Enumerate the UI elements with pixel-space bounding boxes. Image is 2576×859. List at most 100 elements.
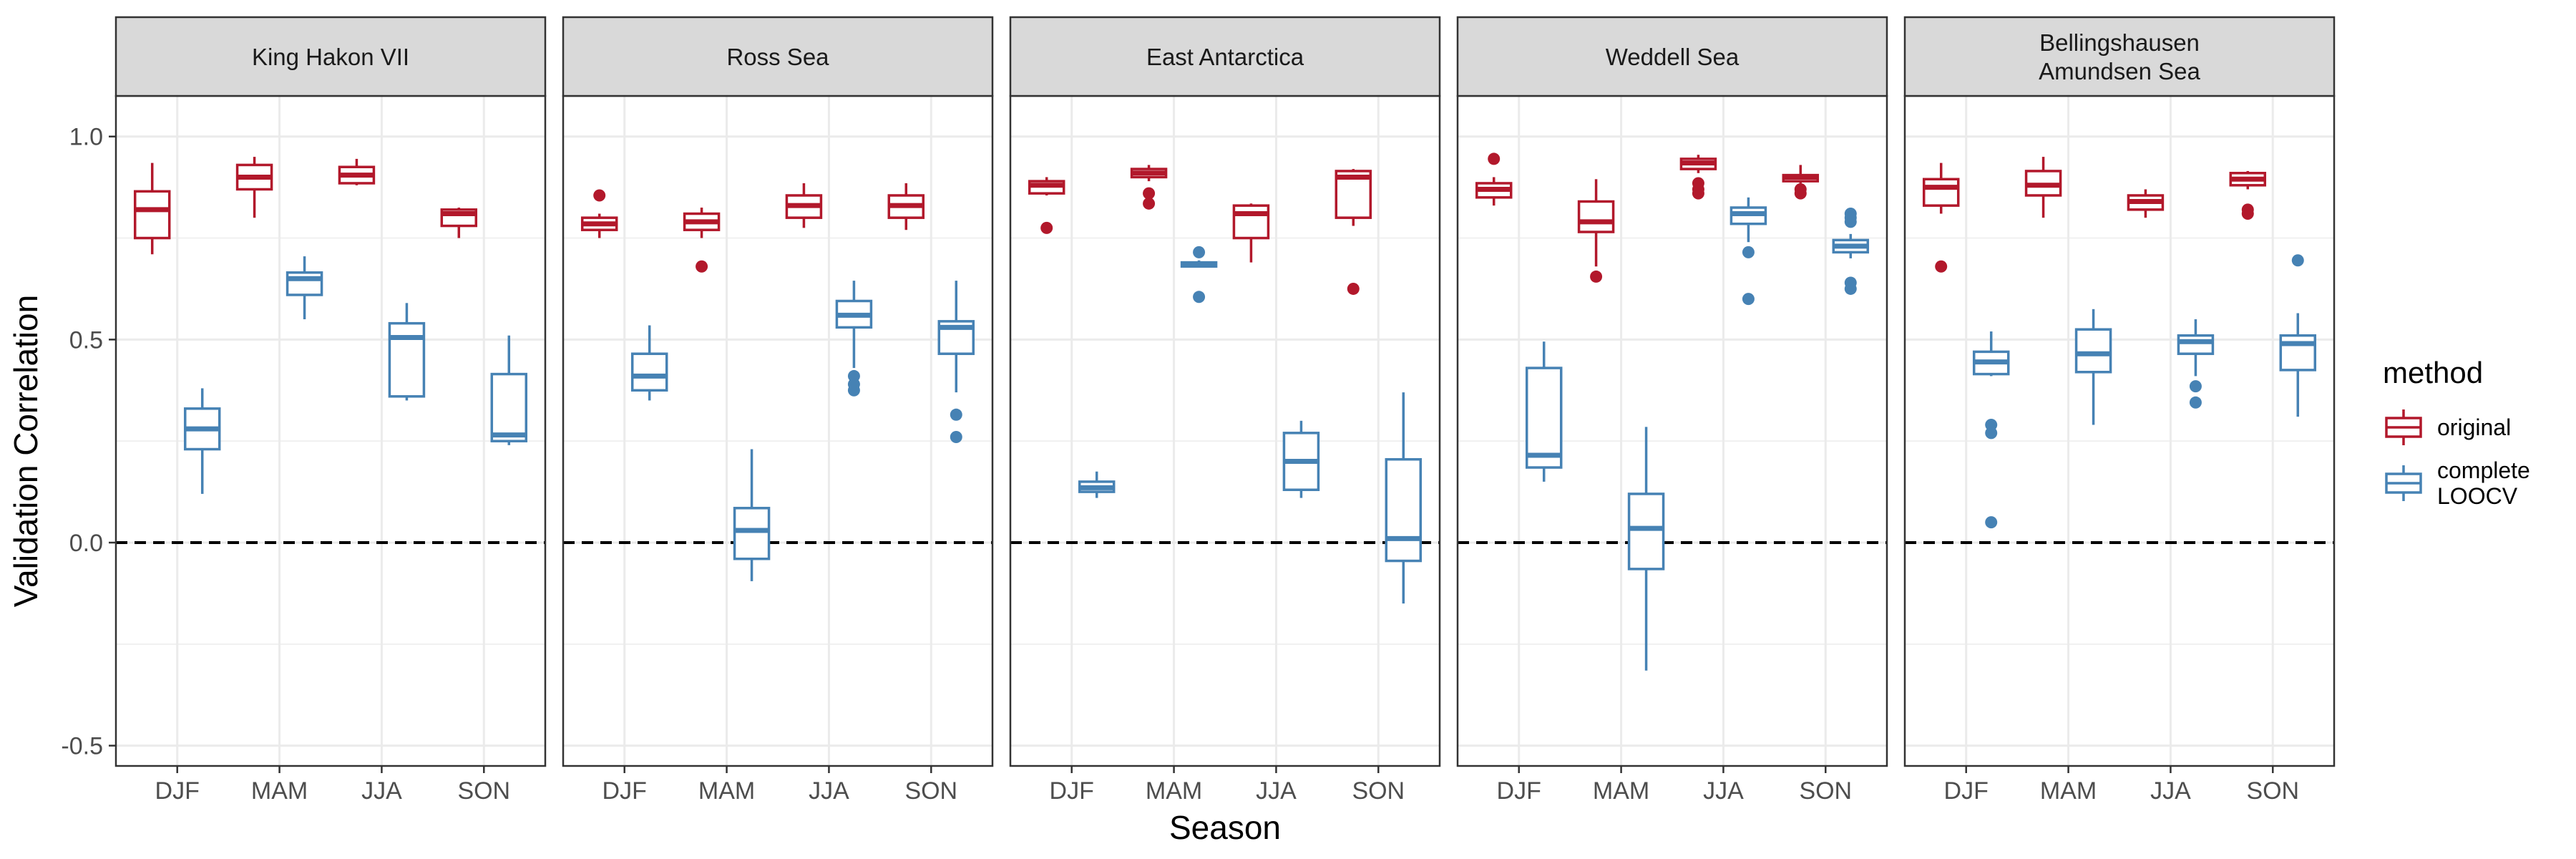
box-original [580,189,618,238]
outlier-point [1193,291,1206,304]
x-tick-label: JJA [2150,777,2191,805]
box-original [1475,152,1513,206]
facet-panel: East Antarctica DJF MAM JJA SON [1009,16,1441,805]
box-body [1385,457,1423,563]
box-loocv [1972,331,2010,529]
legend-key [2385,465,2422,501]
box-original [1679,155,1717,200]
box-original [1130,165,1168,210]
facet-panel: King Hakon VII DJF MAM JJA SON -0.5 0.0 0.5 1.0 [61,16,547,805]
facet-strip [562,16,994,97]
outlier-point [1193,246,1206,258]
facet-strip [1903,16,2336,97]
outlier-point [1040,221,1053,234]
facet-strip [1456,16,1888,97]
box-body [490,372,528,442]
outlier-point [1985,427,1998,440]
box-original [1335,169,1372,295]
x-tick-label: MAM [251,777,308,805]
x-tick-label: DJF [602,777,647,805]
outlier-point [950,408,962,421]
box-original [338,158,376,185]
box-original [440,208,478,238]
box-original [1028,177,1065,234]
box-loocv [1525,341,1563,482]
box-loocv [1282,420,1320,498]
box-original [2229,170,2267,220]
x-tick-label: SON [1799,777,1852,805]
box-loocv [2279,254,2317,417]
box-original [235,157,273,218]
x-tick-label: MAM [1593,777,1649,805]
facet-title: Amundsen Sea [2039,58,2200,84]
facet-panel: Ross Sea DJF MAM JJA SON [562,16,994,805]
facet-panel: Weddell Sea DJF MAM JJA SON [1456,16,1888,805]
box-original [1922,162,1960,273]
box-body [733,507,771,560]
x-tick-label: DJF [1944,777,1989,805]
outlier-point [1143,187,1156,200]
y-tick-label: 0.0 [69,530,103,557]
box-body [133,190,171,240]
box-loocv [937,281,975,444]
box-loocv [733,449,771,581]
panel-background [1458,96,1887,766]
box-body [2074,328,2112,374]
outlier-point [950,431,962,444]
outlier-point [1143,197,1156,210]
facet-title: King Hakon VII [252,44,409,70]
x-tick-label: SON [457,777,510,805]
box-original [1232,203,1270,263]
box-body [388,321,426,398]
box-original [1782,165,1820,200]
panel-background [1905,96,2334,766]
box-loocv [1832,208,1870,295]
y-axis-title: Validation Correlation [7,295,44,607]
facet-strip [114,16,547,97]
legend-label: LOOCV [2437,483,2518,509]
box-body [630,352,668,392]
box-body [1577,200,1615,233]
box-original [2127,189,2165,218]
y-tick-label: 0.5 [69,326,103,354]
outlier-point [696,260,708,273]
outlier-point [1794,187,1807,200]
y-tick-label: 1.0 [69,124,103,151]
box-loocv [1180,246,1218,304]
outlier-point [1935,260,1948,273]
box-body [1525,367,1563,469]
x-tick-label: SON [1352,777,1405,805]
box-body [1232,204,1270,240]
outlier-point [1742,246,1755,258]
box-body [1627,492,1665,571]
box-original [1577,179,1615,283]
x-tick-label: DJF [1497,777,1541,805]
x-axis-title: Season [1169,809,1281,846]
x-tick-label: DJF [155,777,200,805]
box-loocv [2074,309,2112,425]
box-loocv [1627,427,1665,671]
legend-label: complete [2437,457,2530,483]
box-loocv [630,325,668,401]
box-original [887,183,925,230]
outlier-point [1742,293,1755,306]
outlier-point [2189,396,2202,409]
legend-title: method [2383,356,2483,389]
x-tick-label: DJF [1050,777,1094,805]
outlier-point [1488,152,1501,165]
legend-key [2385,409,2422,445]
x-tick-label: JJA [809,777,849,805]
panel-background [1010,96,1440,766]
x-tick-label: MAM [2040,777,2097,805]
box-loocv [835,281,873,397]
facet-strip [1009,16,1441,97]
legend-item: original [2385,409,2511,445]
outlier-point [1844,282,1857,295]
box-loocv [388,303,426,401]
outlier-point [2189,380,2202,393]
x-tick-label: SON [2246,777,2299,805]
y-tick-label: -0.5 [61,733,103,760]
